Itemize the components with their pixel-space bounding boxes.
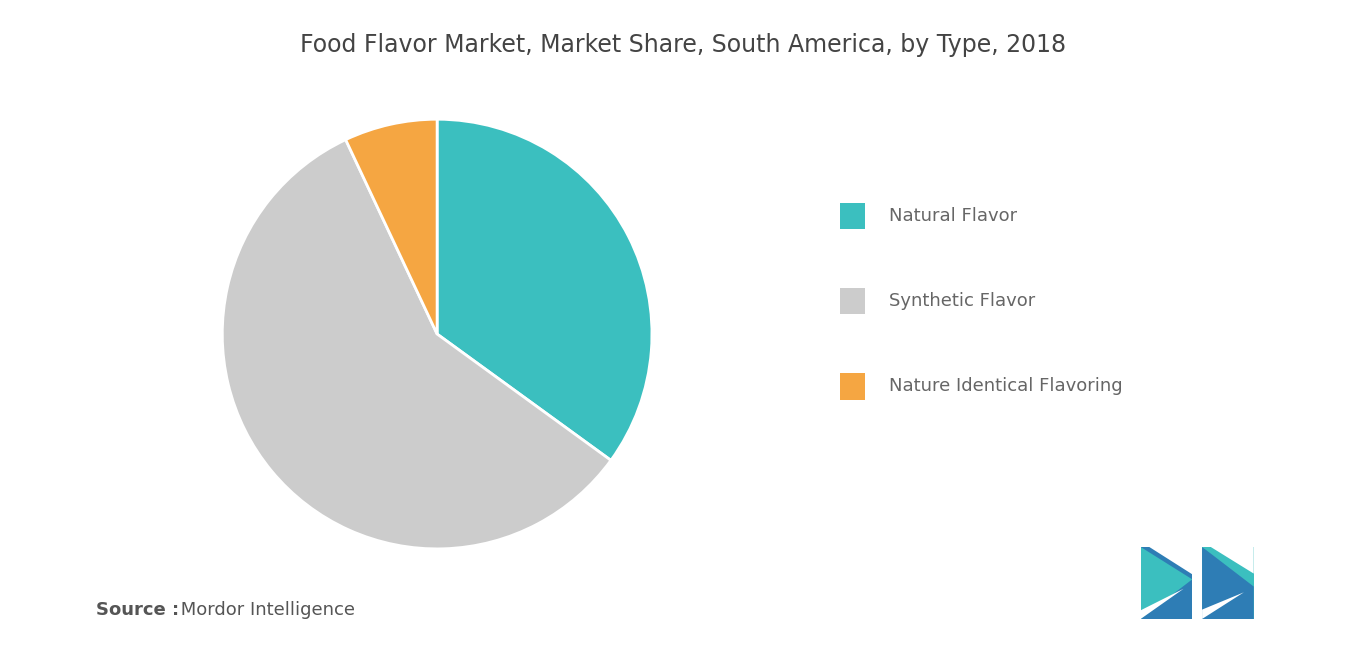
Wedge shape	[346, 119, 437, 334]
Wedge shape	[223, 140, 611, 549]
Text: Synthetic Flavor: Synthetic Flavor	[889, 292, 1035, 310]
Polygon shape	[1141, 547, 1193, 619]
Text: Mordor Intelligence: Mordor Intelligence	[175, 601, 355, 619]
Polygon shape	[1149, 547, 1193, 574]
Text: Natural Flavor: Natural Flavor	[889, 207, 1018, 225]
Polygon shape	[1202, 547, 1254, 619]
Polygon shape	[1210, 547, 1254, 574]
Text: Source :: Source :	[96, 601, 179, 619]
Polygon shape	[1202, 592, 1244, 619]
Polygon shape	[1141, 547, 1193, 619]
Wedge shape	[437, 119, 652, 460]
Text: Food Flavor Market, Market Share, South America, by Type, 2018: Food Flavor Market, Market Share, South …	[301, 33, 1065, 57]
Polygon shape	[1141, 589, 1183, 619]
Polygon shape	[1202, 547, 1254, 619]
Text: Nature Identical Flavoring: Nature Identical Flavoring	[889, 377, 1123, 396]
Polygon shape	[1202, 547, 1254, 579]
